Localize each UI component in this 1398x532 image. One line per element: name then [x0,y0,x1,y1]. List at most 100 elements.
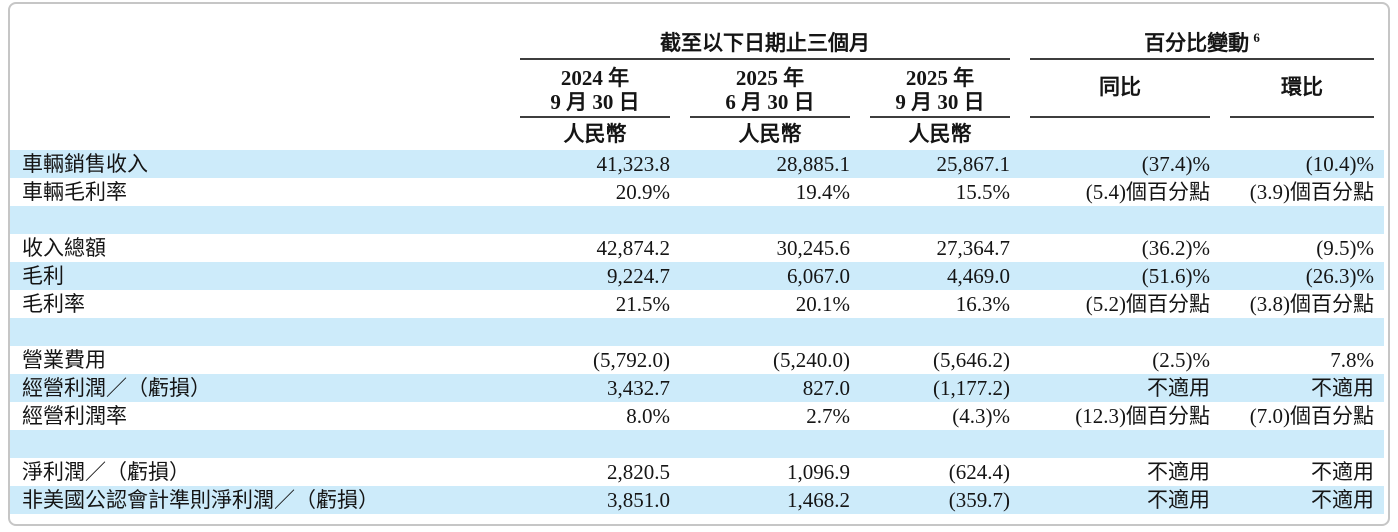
header-group-row: 截至以下日期止三個月 百分比變動 6 [10,8,1384,60]
table-row-non-gaap-net-profit-loss: 非美國公認會計準則淨利潤／（虧損） 3,851.0 1,468.2 (359.7… [10,486,1385,514]
table-row-net-profit-loss: 淨利潤／（虧損） 2,820.5 1,096.9 (624.4) 不適用 不適用 [10,458,1384,486]
yoy-cell: (5.2)個百分點 [1085,291,1211,316]
pct-group-header: 百分比變動 6 [1020,8,1384,60]
yoy-cell: 不適用 [1147,375,1211,400]
value-cell: 9,224.7 [607,263,670,288]
currency-label: 人民幣 [908,121,972,146]
table-row-operating-margin: 經營利潤率 8.0% 2.7% (4.3)% (12.3)個百分點 (7.0)個… [10,402,1384,430]
row-label [10,206,510,234]
value-cell: 15.5% [955,179,1011,204]
value-cell [680,318,860,346]
yoy-cell: 不適用 [1147,487,1211,512]
table-row-operating-expenses: 營業費用 (5,792.0) (5,240.0) (5,646.2) (2.5)… [10,346,1384,374]
row-label: 經營利潤率 [22,403,127,428]
value-cell [510,318,680,346]
column-year: 2024 年 [560,65,630,90]
value-cell: 827.0 [802,375,850,400]
table-row-vehicle-margin: 車輛毛利率 20.9% 19.4% 15.5% (5.4)個百分點 (3.9)個… [10,178,1384,206]
table-body: 車輛銷售收入 41,323.8 28,885.1 25,867.1 (37.4)… [10,150,1385,514]
value-cell: (359.7) [948,487,1011,512]
value-cell: 4,469.0 [947,263,1011,288]
value-cell: 1,468.2 [787,487,850,512]
qoq-cell: 7.8% [1330,347,1375,372]
column-year: 2025 年 [735,65,805,90]
qoq-cell: 不適用 [1311,487,1375,512]
period-group-header: 截至以下日期止三個月 [510,8,1020,60]
header-spacer [10,118,510,150]
qoq-cell [1220,430,1384,458]
header-spacer [1020,118,1220,150]
value-cell: (5,646.2) [933,347,1011,372]
value-cell [680,430,860,458]
value-cell: (5,240.0) [773,347,850,372]
value-cell [860,318,1020,346]
qoq-cell: 不適用 [1311,375,1375,400]
row-label [10,430,510,458]
qoq-cell: (3.8)個百分點 [1249,291,1375,316]
column-header-2024-09-30: 2024 年 9 月 30 日 [510,60,680,118]
table-row-spacer [10,206,1385,234]
header-currency-row: 人民幣 人民幣 人民幣 [10,118,1384,150]
value-cell [860,430,1020,458]
financial-table-frame: 截至以下日期止三個月 百分比變動 6 2024 年 9 月 30 日 2025 … [8,2,1390,526]
value-cell: (4.3)% [952,403,1011,428]
row-label: 毛利率 [22,291,85,316]
table-row-gross-margin: 毛利率 21.5% 20.1% 16.3% (5.2)個百分點 (3.8)個百分… [10,290,1384,318]
qoq-cell: (7.0)個百分點 [1249,403,1375,428]
row-label: 收入總額 [22,235,106,260]
yoy-cell: (5.4)個百分點 [1085,179,1211,204]
row-label: 淨利潤／（虧損） [22,459,190,484]
currency-label: 人民幣 [738,121,802,146]
qoq-cell [1220,206,1384,234]
pct-group-title-text: 百分比變動 [1144,30,1250,55]
value-cell: 20.9% [615,179,670,204]
value-cell: 3,432.7 [607,375,670,400]
qoq-cell: (9.5)% [1316,235,1375,260]
qoq-cell: 不適用 [1311,459,1375,484]
qoq-cell [1220,318,1384,346]
value-cell [510,430,680,458]
qoq-cell: (3.9)個百分點 [1249,179,1375,204]
table-row-vehicle-sales: 車輛銷售收入 41,323.8 28,885.1 25,867.1 (37.4)… [10,150,1385,178]
table-row-operating-profit-loss: 經營利潤／（虧損） 3,432.7 827.0 (1,177.2) 不適用 不適… [10,374,1385,402]
yoy-cell [1020,430,1220,458]
yoy-cell: (36.2)% [1141,235,1211,260]
table-row-gross-profit: 毛利 9,224.7 6,067.0 4,469.0 (51.6)% (26.3… [10,262,1385,290]
value-cell: 2,820.5 [607,459,670,484]
yoy-label: 同比 [1099,74,1142,99]
yoy-cell: (12.3)個百分點 [1075,403,1211,428]
financial-results-table: 截至以下日期止三個月 百分比變動 6 2024 年 9 月 30 日 2025 … [10,8,1385,514]
yoy-cell [1020,318,1220,346]
column-year: 2025 年 [905,65,975,90]
value-cell: 3,851.0 [607,487,670,512]
value-cell: 16.3% [955,291,1011,316]
table-row-total-revenue: 收入總額 42,874.2 30,245.6 27,364.7 (36.2)% … [10,234,1384,262]
column-header-yoy: 同比 [1020,60,1220,118]
column-header-qoq: 環比 [1220,60,1384,118]
value-cell: 41,323.8 [596,151,671,176]
table-row-spacer [10,430,1385,458]
value-cell: (624.4) [948,459,1011,484]
value-cell: 19.4% [795,179,850,204]
value-cell: 42,874.2 [596,235,671,260]
row-label: 營業費用 [22,347,106,372]
row-label: 毛利 [22,263,64,288]
pct-group-title: 百分比變動 6 [1030,30,1375,60]
value-cell: 6,067.0 [787,263,850,288]
qoq-cell: (10.4)% [1305,151,1375,176]
yoy-cell: 不適用 [1147,459,1211,484]
row-label: 車輛銷售收入 [22,151,148,176]
value-cell: 21.5% [615,291,670,316]
row-label: 非美國公認會計準則淨利潤／（虧損） [22,487,379,512]
column-date: 6 月 30 日 [725,89,815,114]
column-header-2025-06-30: 2025 年 6 月 30 日 [680,60,860,118]
value-cell: 8.0% [626,403,670,428]
value-cell: 1,096.9 [787,459,850,484]
header-date-row: 2024 年 9 月 30 日 2025 年 6 月 30 日 2025 年 9… [10,60,1384,118]
value-cell: (1,177.2) [933,375,1011,400]
column-header-2025-09-30: 2025 年 9 月 30 日 [860,60,1020,118]
value-cell: 20.1% [795,291,850,316]
value-cell [680,206,860,234]
header-spacer [10,8,510,60]
qoq-label: 環比 [1281,74,1324,99]
